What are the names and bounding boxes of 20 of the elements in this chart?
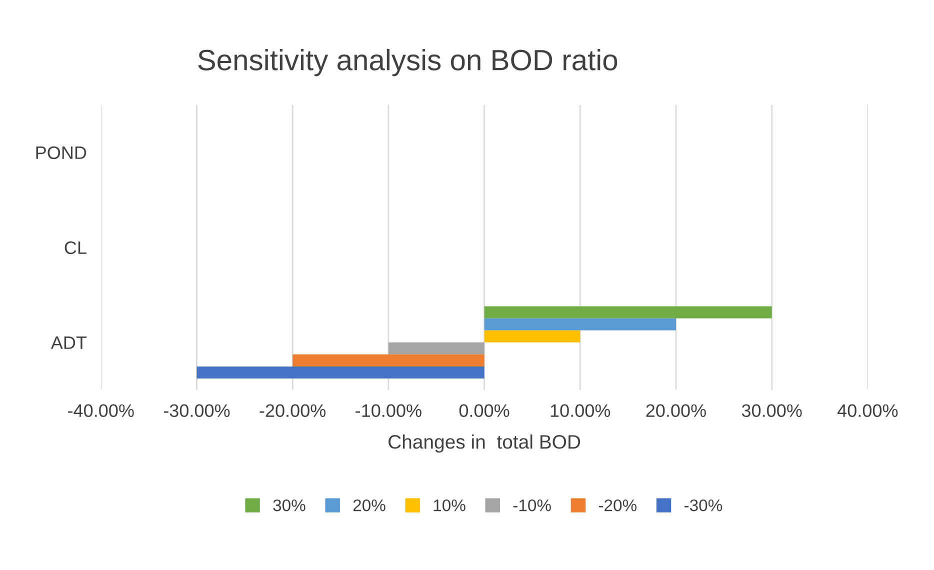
x-tick-label: -30.00% xyxy=(164,404,230,418)
x-tick-label: 30.00% xyxy=(742,404,802,418)
x-axis-title: Changes in total BOD xyxy=(388,434,580,453)
x-tick-label: 0.00% xyxy=(459,404,510,418)
legend-label: -20% xyxy=(598,499,637,512)
legend-label: 30% xyxy=(273,499,306,512)
x-tick-label: -20.00% xyxy=(260,404,326,418)
chart-title: Sensitivity analysis on BOD ratio xyxy=(198,49,618,76)
y-tick-label: ADT xyxy=(50,336,87,349)
x-tick-label: 40.00% xyxy=(837,404,898,418)
y-tick-label: CL xyxy=(64,241,86,254)
legend-label: -10% xyxy=(513,499,551,512)
legend-label: 10% xyxy=(434,499,466,512)
x-tick-label: 20.00% xyxy=(646,404,706,418)
x-tick-label: -10.00% xyxy=(356,404,422,418)
x-tick-label: -40.00% xyxy=(68,404,134,418)
legend-label: 20% xyxy=(353,499,386,512)
y-tick-label: POND xyxy=(36,146,86,160)
x-tick-label: 10.00% xyxy=(550,404,610,418)
legend-label: -30% xyxy=(684,499,722,512)
